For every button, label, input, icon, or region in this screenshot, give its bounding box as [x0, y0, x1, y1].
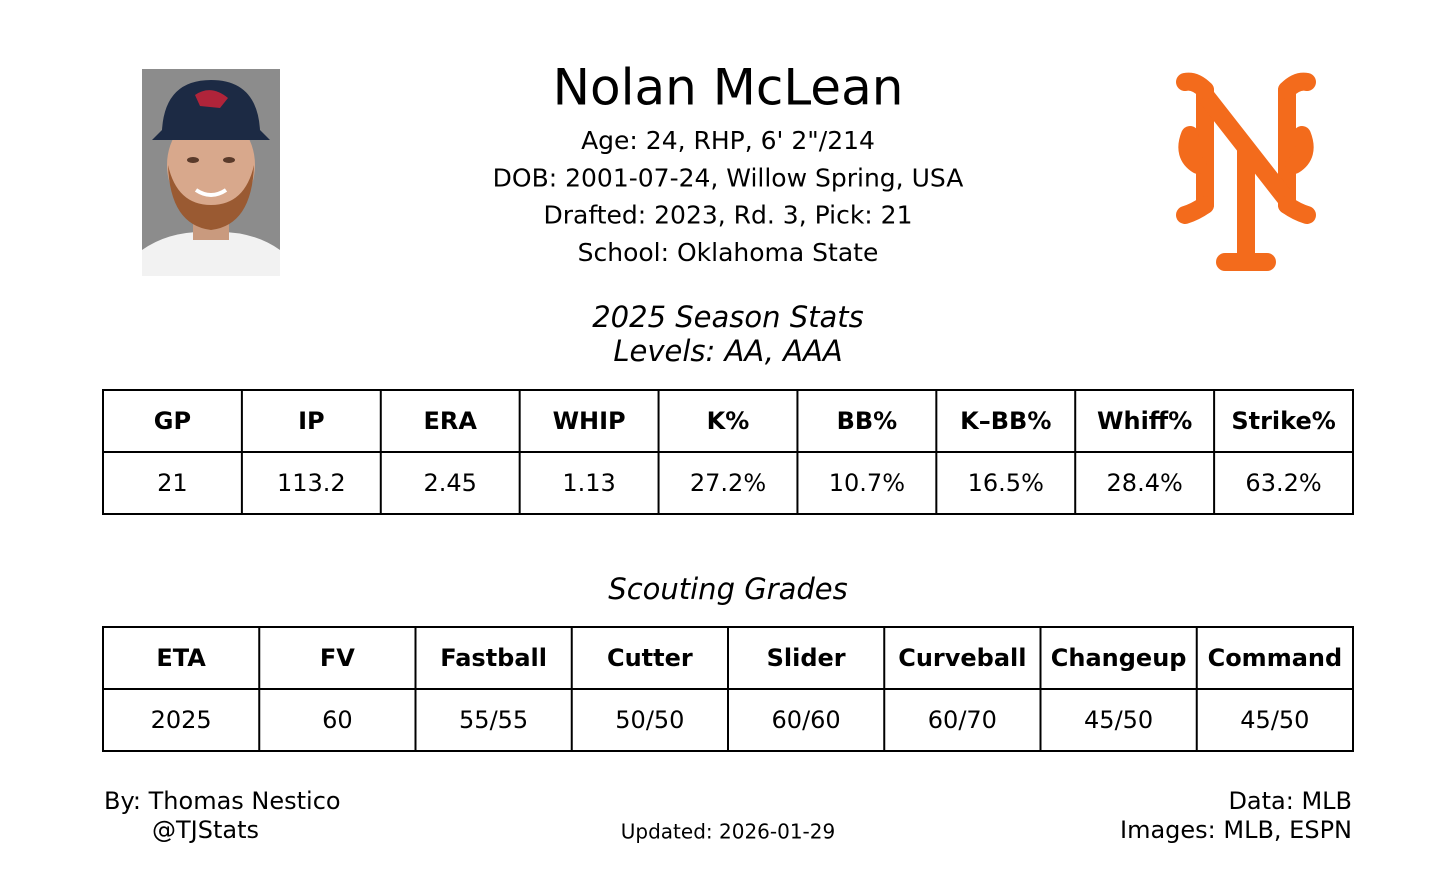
column-header: Command — [1208, 644, 1343, 672]
table-cell: 2025 — [151, 706, 212, 734]
info-line: Drafted: 2023, Rd. 3, Pick: 21 — [544, 201, 913, 230]
stats-title: 2025 Season Stats — [592, 300, 864, 334]
column-header: Cutter — [607, 644, 693, 672]
data-source: Data: MLB — [1228, 787, 1352, 815]
table-cell: 21 — [157, 469, 188, 497]
column-header: BB% — [837, 407, 898, 435]
column-header: ETA — [156, 644, 206, 672]
table-cell: 63.2% — [1245, 469, 1321, 497]
table-cell: 45/50 — [1084, 706, 1153, 734]
info-line: DOB: 2001-07-24, Willow Spring, USA — [493, 163, 964, 192]
column-header: Whiff% — [1097, 407, 1192, 435]
player-name: Nolan McLean — [553, 59, 904, 117]
table-cell: 60/70 — [928, 706, 997, 734]
column-header: IP — [298, 407, 325, 435]
column-header: Strike% — [1231, 407, 1335, 435]
column-header: K–BB% — [960, 407, 1051, 435]
stats-table: GP IP ERA WHIP K% BB% K–BB% Whiff% Strike% 21 113.… — [102, 389, 1354, 515]
table-cell: 27.2% — [690, 469, 766, 497]
table-cell: 50/50 — [615, 706, 684, 734]
table-cell: 60/60 — [772, 706, 841, 734]
table-cell: 28.4% — [1107, 469, 1183, 497]
info-line: Age: 24, RHP, 6' 2"/214 — [581, 126, 875, 155]
column-header: Changeup — [1051, 644, 1187, 672]
grades-title: Scouting Grades — [608, 572, 847, 606]
team-logo — [1176, 72, 1316, 271]
grades-table: ETA FV Fastball Cutter Slider Curveball Change… — [102, 626, 1354, 752]
player-info: Age: 24, RHP, 6' 2"/214 DOB: 2001-07-24, … — [493, 126, 964, 267]
column-header: Fastball — [440, 644, 547, 672]
stats-subtitle: Levels: AA, AAA — [613, 334, 842, 368]
column-header: ERA — [423, 407, 477, 435]
table-cell: 113.2 — [277, 469, 346, 497]
column-header: GP — [154, 407, 191, 435]
info-line: School: Oklahoma State — [578, 238, 879, 267]
author: By: Thomas Nestico — [104, 787, 341, 815]
column-header: WHIP — [553, 407, 626, 435]
image-source: Images: MLB, ESPN — [1120, 816, 1352, 844]
table-cell: 45/50 — [1240, 706, 1309, 734]
updated: Updated: 2026-01-29 — [621, 820, 835, 844]
table-cell: 2.45 — [424, 469, 477, 497]
table-cell: 60 — [322, 706, 353, 734]
column-header: Curveball — [898, 644, 1026, 672]
table-cell: 1.13 — [562, 469, 615, 497]
handle: @TJStats — [152, 816, 259, 844]
column-header: K% — [707, 407, 750, 435]
column-header: FV — [320, 644, 355, 672]
table-cell: 10.7% — [829, 469, 905, 497]
table-cell: 55/55 — [459, 706, 528, 734]
column-header: Slider — [767, 644, 846, 672]
table-cell: 16.5% — [968, 469, 1044, 497]
player-photo — [142, 69, 280, 276]
